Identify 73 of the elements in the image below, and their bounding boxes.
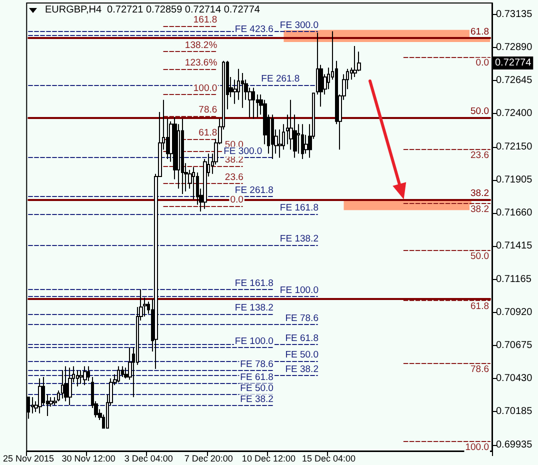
annotation: 123.6% [184, 57, 218, 68]
annotation: FE 138.2 [234, 302, 274, 314]
annotation: 23.6 [470, 150, 489, 162]
annotation: 61.8 [470, 26, 489, 38]
y-tick-label: 0.71660 [496, 207, 533, 218]
x-tick-label: 25 Nov 2015 [2, 454, 54, 464]
annotation: 78.6 [470, 364, 489, 376]
annotation: FE 78.6 [240, 358, 274, 370]
annotation: FE 78.6 [285, 313, 318, 324]
annotation: 100.0 [465, 442, 489, 454]
x-tick-label: 30 Nov 12:00 [62, 454, 116, 464]
x-tick-label: 15 Dec 04:00 [302, 454, 356, 464]
y-tick-label: 0.71165 [496, 274, 532, 285]
x-tick-label: 3 Dec 04:00 [124, 454, 173, 464]
annotation: FE 161.8 [234, 278, 274, 290]
annotation: FE 161.8 [280, 202, 318, 214]
y-tick-label: 0.71905 [496, 174, 533, 186]
candlestick [241, 72, 244, 108]
candlestick [38, 378, 42, 414]
annotation: FE 100.0 [234, 336, 274, 347]
y-tick-label: 0.70675 [496, 340, 533, 351]
annotation: 78.6 [198, 104, 218, 116]
x-tick-label: 7 Dec 20:00 [184, 454, 233, 464]
annotation: FE 423.6 [234, 24, 274, 35]
y-tick-label: 0.70920 [496, 306, 533, 318]
annotation: FE 261.8 [234, 185, 274, 196]
y-tick-label: 0.70185 [496, 406, 533, 417]
annotation: FE 261.8 [261, 74, 300, 85]
annotation: 38.2 [470, 188, 489, 199]
annotation: 50.0 [470, 106, 489, 117]
y-tick-label: 0.71415 [496, 240, 533, 252]
annotation: 61.8 [470, 300, 489, 312]
candlestick [83, 366, 87, 386]
candlestick [61, 370, 64, 400]
y-tick-label: 0.70430 [496, 372, 533, 384]
annotation: 0.0 [230, 194, 244, 206]
annotation: FE 138.2 [280, 234, 318, 245]
candlestick [301, 124, 304, 160]
x-tick-label: 10 Dec 12:00 [242, 454, 296, 464]
annotation: FE 50.0 [285, 349, 318, 360]
candlestick [68, 367, 72, 406]
candlestick [76, 370, 79, 387]
annotation: 23.6 [224, 172, 244, 183]
candlestick [181, 118, 184, 195]
annotation: 0.0 [476, 57, 489, 68]
candlestick [353, 46, 357, 78]
annotation: FE 50.0 [240, 382, 274, 394]
candlestick [271, 114, 274, 160]
annotation: FE 38.2 [240, 394, 274, 405]
annotation: 138.2% [184, 40, 218, 51]
chart-title: EURGBP,H4 0.72721 0.72859 0.72714 0.72774 [45, 4, 260, 16]
annotation: FE 300.0 [280, 20, 318, 31]
candlestick [79, 370, 83, 384]
y-tick-label: 0.72645 [496, 74, 533, 86]
y-tick-label: 0.72150 [496, 141, 533, 152]
annotation: 161.8 [193, 14, 218, 26]
candlestick [87, 366, 90, 382]
y-tick-label: 0.69935 [496, 439, 533, 450]
annotation: 61.8 [198, 127, 218, 138]
annotation: FE 100.0 [280, 284, 318, 296]
annotation: FE 38.2 [285, 364, 318, 376]
text: 0.72774 [495, 58, 532, 68]
annotation: 100.0 [193, 82, 218, 94]
annotation: 50.0 [470, 251, 489, 262]
y-tick-label: 0.72890 [496, 42, 533, 53]
candlestick [117, 366, 120, 383]
annotation: FE 61.8 [285, 333, 318, 344]
annotation: 38.2 [470, 204, 489, 215]
candlestick [64, 366, 68, 402]
y-tick-label: 0.73135 [496, 8, 533, 20]
annotation: FE 61.8 [240, 372, 274, 384]
y-tick-label: 0.72400 [496, 108, 533, 119]
candlestick [252, 87, 255, 120]
